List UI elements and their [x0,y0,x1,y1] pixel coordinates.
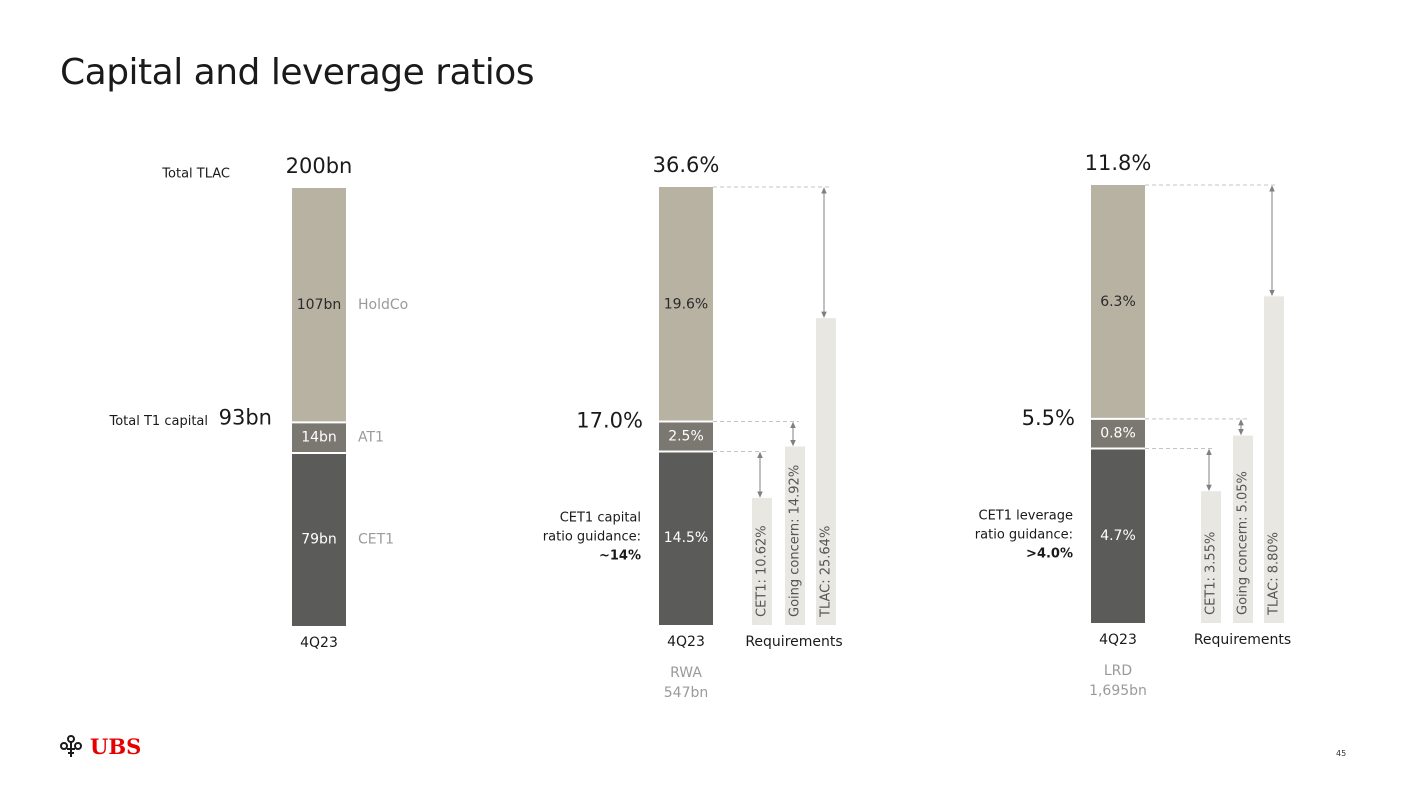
requirement-label: Going concern: 5.05% [1236,471,1251,615]
bar-segment-label: 107bn [297,297,341,313]
bar-segment-at1 [659,421,713,452]
tier1-side-label: Total T1 capital [109,414,209,429]
bar-segment-cet1 [659,451,713,625]
bar-segment-at1 [292,422,346,453]
denominator-value: 1,695bn [1089,683,1147,699]
requirement-label: CET1: 3.55% [1204,532,1219,615]
segment-name-label: CET1 [358,531,394,547]
denominator-value: 547bn [664,685,708,701]
total-value-label: 200bn [286,154,353,178]
bar-segment-holdco [1091,185,1145,419]
keys-icon [60,735,82,757]
bar-segment-cet1 [292,452,346,626]
requirement-label: TLAC: 8.80% [1267,532,1282,616]
bar-segment-label: 6.3% [1100,294,1136,310]
guidance-line-1: CET1 capital [560,511,641,526]
requirement-bar-going-concern [1233,435,1253,623]
guidance-value: ~14% [599,549,641,564]
logo-wordmark: UBS [90,733,142,759]
bar-segment-label: 79bn [301,531,337,547]
guidance-value: >4.0% [1026,546,1073,561]
bar-segment-at1 [1091,418,1145,449]
bar-segment-holdco [292,188,346,423]
requirement-bar-tlac [816,318,836,625]
tier1-value-label: 5.5% [1022,406,1075,430]
total-tlac-label: Total TLAC [161,167,230,182]
page-title: Capital and leverage ratios [60,52,535,93]
guidance-line-1: CET1 leverage [979,508,1074,523]
bar-segment-label: 14.5% [664,530,708,546]
page-number: 45 [1336,749,1347,758]
denominator-label: RWA [670,665,702,681]
bar-segment-label: 0.8% [1100,426,1136,442]
segment-name-label: HoldCo [358,297,408,313]
requirement-label: TLAC: 25.64% [819,526,834,618]
bar-segment-label: 19.6% [664,296,708,312]
category-label: 4Q23 [1099,632,1137,648]
requirement-label: Going concern: 14.92% [788,465,803,617]
requirement-bar-tlac [1264,296,1284,623]
bar-segment-holdco [659,187,713,422]
guidance-line-2: ratio guidance: [975,527,1073,542]
tier1-value-label: 17.0% [576,409,643,433]
ubs-logo: UBS [58,733,141,759]
requirements-label: Requirements [1194,632,1291,648]
category-label: 4Q23 [667,634,705,650]
guidance-line-2: ratio guidance: [543,530,641,545]
denominator-label: LRD [1104,663,1132,679]
bar-segment-label: 14bn [301,430,337,446]
bar-segment-label: 4.7% [1100,528,1136,544]
total-value-label: 36.6% [653,153,720,177]
bar-segment-cet1 [1091,448,1145,623]
requirement-bar-cet1 [1201,491,1221,623]
bar-segment-label: 2.5% [668,429,704,445]
total-value-label: 11.8% [1085,151,1152,175]
category-label: 4Q23 [300,635,338,651]
requirements-label: Requirements [745,634,842,650]
requirement-bar-going-concern [785,446,805,625]
requirement-label: CET1: 10.62% [755,525,770,617]
requirement-bar-cet1 [752,497,772,625]
segment-name-label: AT1 [358,430,384,446]
tier1-value-label: 93bn [219,405,272,429]
